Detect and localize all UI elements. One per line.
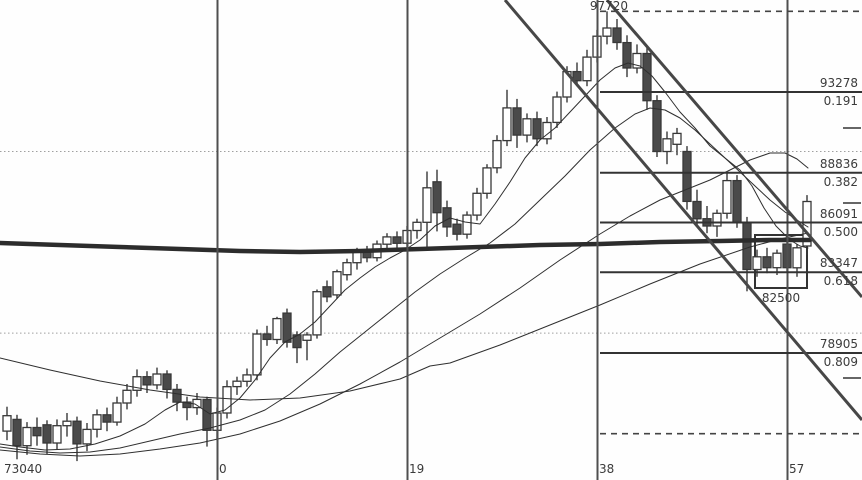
candle-bearish: [72, 420, 82, 445]
candle-bearish: [322, 286, 332, 298]
candle-bearish: [512, 107, 522, 136]
candle-bearish: [642, 52, 652, 102]
x-axis-label-38: 38: [599, 462, 615, 476]
candle-bearish: [262, 333, 272, 341]
ma-fast: [0, 62, 809, 451]
fib-price-label: 88836: [819, 157, 858, 171]
candle-bullish: [112, 402, 122, 423]
ma-very-slow: [0, 232, 809, 401]
candle-bullish: [272, 317, 282, 341]
candle-bearish: [172, 388, 182, 403]
candle-bullish: [2, 415, 12, 432]
candle-bearish: [572, 70, 582, 82]
candle-bullish: [382, 236, 392, 245]
candle-bullish: [422, 187, 432, 223]
candle-bullish: [312, 291, 322, 336]
candle-bearish: [142, 376, 152, 386]
fib-high-price-label: 97720: [589, 0, 628, 13]
candle-bearish: [442, 207, 452, 228]
candle-bullish: [122, 389, 132, 404]
candle-bearish: [182, 401, 192, 409]
fib-ratio-label: 0.500: [823, 225, 858, 239]
candle-bullish: [472, 192, 482, 216]
candle-bearish: [282, 312, 292, 343]
candle-bearish: [762, 256, 772, 269]
candle-bearish: [612, 27, 622, 44]
candle-bullish: [332, 271, 342, 296]
candle-bullish: [752, 256, 762, 271]
candle-bearish: [622, 41, 632, 69]
candle-bullish: [522, 118, 532, 136]
x-axis-label-19: 19: [409, 462, 425, 476]
fib-ratio-label: 0.618: [823, 274, 858, 288]
candle-bullish: [492, 139, 502, 169]
downtrend-line-inner: [605, 0, 862, 298]
candle-bullish: [22, 426, 32, 447]
fib-price-label: 83347: [819, 256, 858, 270]
candle-bullish: [792, 247, 802, 269]
candle-bullish: [82, 428, 92, 445]
candle-bullish: [152, 373, 162, 386]
candle-bullish: [632, 52, 642, 69]
candle-bearish: [12, 418, 22, 447]
candle-bullish: [602, 27, 612, 37]
candle-bearish: [432, 181, 442, 214]
price-box-label: 82500: [761, 291, 801, 305]
candle-bearish: [692, 200, 702, 220]
candle-bullish: [412, 221, 422, 232]
candle-bullish: [342, 262, 352, 276]
fib-ratio-label: 0.191: [823, 94, 858, 108]
fib-price-label: 78905: [819, 337, 858, 351]
candle-bullish: [672, 132, 682, 145]
fib-ratio-label: 0.809: [823, 355, 858, 369]
candle-bearish: [682, 150, 692, 203]
candle-bearish: [292, 334, 302, 349]
candle-bullish: [52, 425, 62, 444]
candle-bullish: [502, 107, 512, 142]
candle-bearish: [102, 414, 112, 423]
candle-bullish: [772, 252, 782, 269]
candle-bearish: [162, 373, 172, 391]
candle-bullish: [62, 420, 72, 427]
candle-bullish: [552, 96, 562, 124]
ma-long-term-thick: [0, 237, 813, 255]
x-axis-label-57: 57: [789, 462, 805, 476]
candle-bearish: [532, 118, 542, 140]
x-axis-label-73040: 73040: [4, 462, 43, 476]
candle-bullish: [352, 251, 362, 264]
fib-price-label: 93278: [819, 76, 858, 90]
candle-bullish: [482, 167, 492, 194]
candle-bearish: [202, 398, 212, 431]
candle-bearish: [452, 223, 462, 235]
fib-ratio-label: 0.382: [823, 175, 858, 189]
candle-bullish: [92, 414, 102, 430]
candle-bullish: [662, 138, 672, 153]
candle-bullish: [242, 374, 252, 382]
x-axis-label-0: 0: [219, 462, 227, 476]
candle-bullish: [232, 380, 242, 388]
candle-bearish: [652, 100, 662, 153]
candle-bullish: [582, 56, 592, 82]
candle-bullish: [462, 214, 472, 235]
candle-bearish: [392, 236, 402, 244]
candle-bullish: [722, 179, 732, 214]
candle-bullish: [252, 333, 262, 376]
candle-bullish: [712, 212, 722, 227]
fib-price-label: 86091: [819, 207, 858, 221]
candle-bearish: [32, 426, 42, 437]
downtrend-line-outer: [503, 0, 862, 421]
candle-bullish: [302, 334, 312, 341]
candle-bearish: [42, 424, 52, 444]
candle-bullish: [132, 376, 142, 391]
candle-bullish: [222, 386, 232, 414]
